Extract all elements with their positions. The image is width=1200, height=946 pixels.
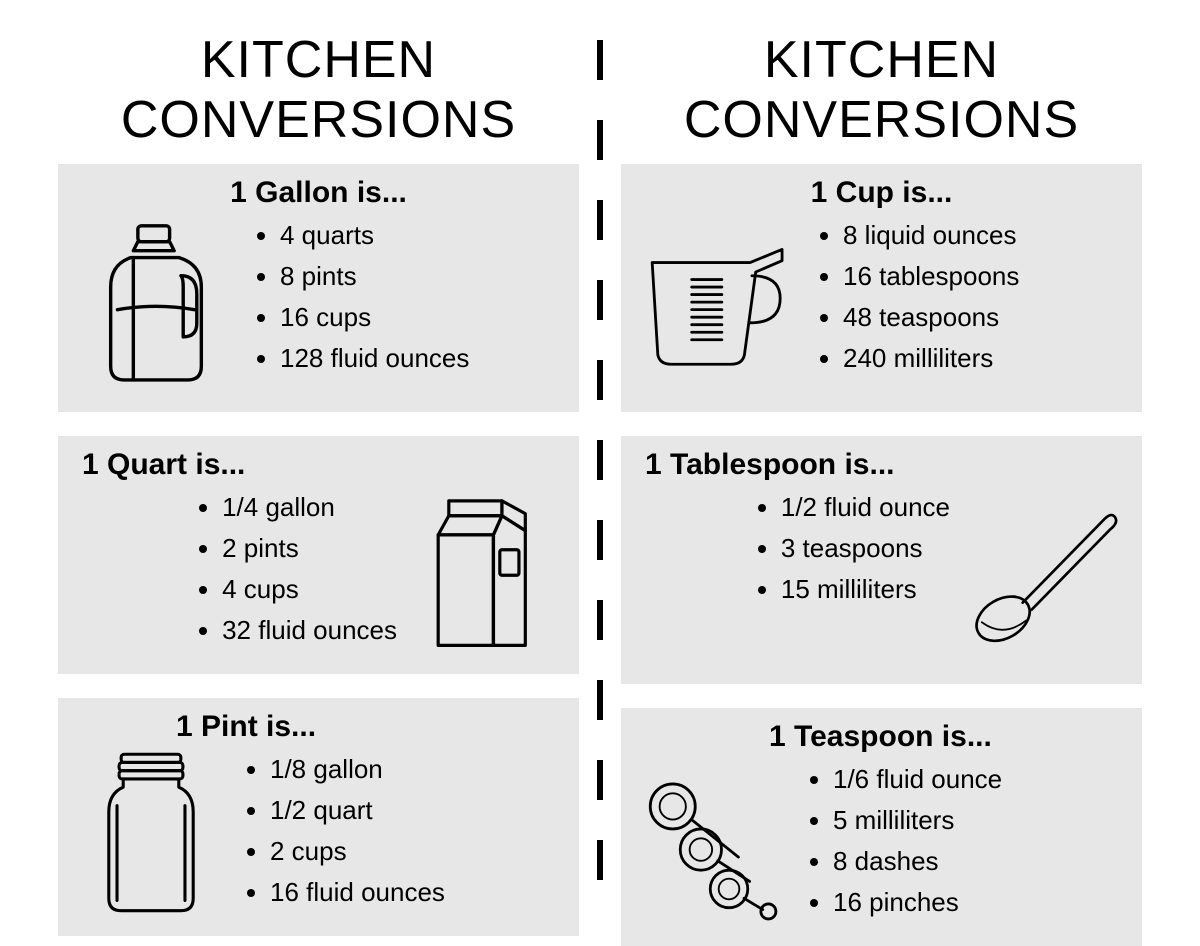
card-heading: 1 Cup is... <box>639 176 1124 210</box>
conv-list: 4 quarts 8 pints 16 cups 128 fluid ounce… <box>250 214 469 380</box>
measuring-cup-icon <box>639 214 799 394</box>
right-cards: 1 Cup is... <box>621 164 1142 946</box>
card-heading: 1 Teaspoon is... <box>639 720 1124 754</box>
right-title: KITCHEN CONVERSIONS <box>621 30 1142 150</box>
card-heading: 1 Tablespoon is... <box>639 448 1124 482</box>
list-item: 16 tablespoons <box>843 257 1019 296</box>
left-title: KITCHEN CONVERSIONS <box>58 30 579 150</box>
list-item: 8 pints <box>280 257 469 296</box>
list-item: 2 pints <box>222 529 397 568</box>
list-item: 2 cups <box>270 832 445 871</box>
card-body: 1/6 fluid ounce 5 milliliters 8 dashes 1… <box>639 758 1124 928</box>
card-heading: 1 Pint is... <box>76 710 561 744</box>
list-item: 128 fluid ounces <box>280 339 469 378</box>
measuring-spoons-icon <box>639 758 789 928</box>
card-gallon: 1 Gallon is... 4 quarts <box>58 164 579 412</box>
card-teaspoon: 1 Teaspoon is... <box>621 708 1142 946</box>
list-item: 240 milliliters <box>843 339 1019 378</box>
conv-list: 8 liquid ounces 16 tablespoons 48 teaspo… <box>813 214 1019 380</box>
right-column: KITCHEN CONVERSIONS 1 Cup is... <box>603 30 1160 897</box>
milk-carton-icon <box>411 486 561 656</box>
left-column: KITCHEN CONVERSIONS 1 Gallon is... <box>40 30 597 897</box>
card-cup: 1 Cup is... <box>621 164 1142 412</box>
card-body: 1/2 fluid ounce 3 teaspoons 15 millilite… <box>639 486 1124 666</box>
list-item: 16 fluid ounces <box>270 873 445 912</box>
list-item: 1/4 gallon <box>222 488 397 527</box>
gallon-jug-icon <box>76 214 236 394</box>
mason-jar-icon <box>76 748 226 918</box>
list-item: 32 fluid ounces <box>222 611 397 650</box>
list-item: 1/6 fluid ounce <box>833 760 1002 799</box>
conv-list: 1/4 gallon 2 pints 4 cups 32 fluid ounce… <box>192 486 397 652</box>
page: KITCHEN CONVERSIONS 1 Gallon is... <box>0 0 1200 927</box>
conv-list: 1/8 gallon 1/2 quart 2 cups 16 fluid oun… <box>240 748 445 914</box>
list-item: 8 liquid ounces <box>843 216 1019 255</box>
list-item: 48 teaspoons <box>843 298 1019 337</box>
list-item: 16 pinches <box>833 883 1002 922</box>
conv-list: 1/6 fluid ounce 5 milliliters 8 dashes 1… <box>803 758 1002 924</box>
list-item: 16 cups <box>280 298 469 337</box>
card-quart: 1 Quart is... 1 <box>58 436 579 674</box>
conv-list: 1/2 fluid ounce 3 teaspoons 15 millilite… <box>751 486 950 611</box>
list-item: 5 milliliters <box>833 801 1002 840</box>
card-body: 4 quarts 8 pints 16 cups 128 fluid ounce… <box>76 214 561 394</box>
card-body: 1/8 gallon 1/2 quart 2 cups 16 fluid oun… <box>76 748 561 918</box>
card-pint: 1 Pint is... 1/8 gallon <box>58 698 579 936</box>
list-item: 3 teaspoons <box>781 529 950 568</box>
list-item: 1/8 gallon <box>270 750 445 789</box>
list-item: 4 quarts <box>280 216 469 255</box>
left-cards: 1 Gallon is... 4 quarts <box>58 164 579 936</box>
list-item: 1/2 quart <box>270 791 445 830</box>
center-divider <box>597 30 603 897</box>
card-heading: 1 Quart is... <box>76 448 561 482</box>
list-item: 8 dashes <box>833 842 1002 881</box>
tablespoon-icon <box>964 486 1124 666</box>
list-item: 15 milliliters <box>781 570 950 609</box>
card-body: 1/4 gallon 2 pints 4 cups 32 fluid ounce… <box>76 486 561 656</box>
card-tablespoon: 1 Tablespoon is... 1/2 fluid ounce 3 tea… <box>621 436 1142 684</box>
list-item: 4 cups <box>222 570 397 609</box>
list-item: 1/2 fluid ounce <box>781 488 950 527</box>
card-body: 8 liquid ounces 16 tablespoons 48 teaspo… <box>639 214 1124 394</box>
card-heading: 1 Gallon is... <box>76 176 561 210</box>
